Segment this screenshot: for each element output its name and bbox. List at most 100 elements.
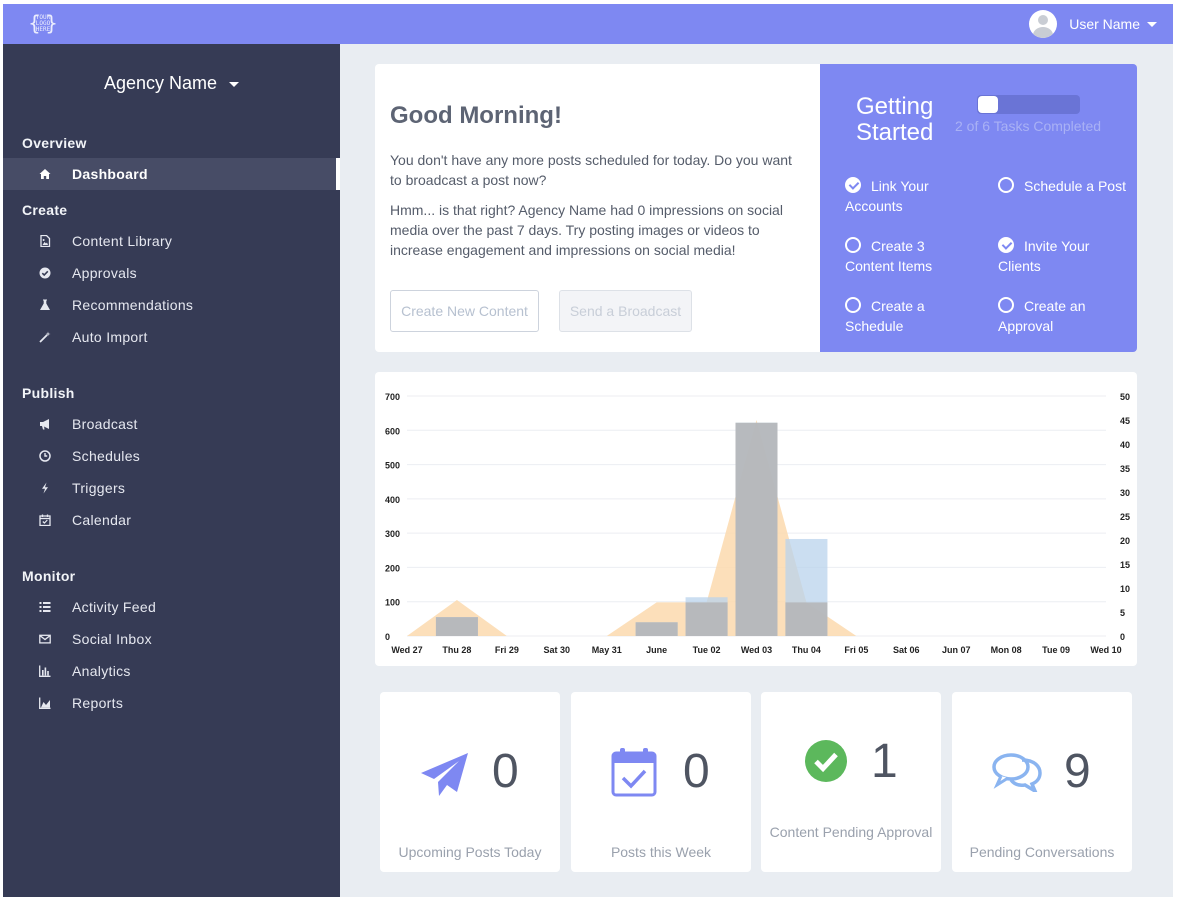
y-left-tick-label: 400 bbox=[385, 495, 400, 505]
x-tick-label: Thu 04 bbox=[792, 645, 821, 655]
stat-card-pending-conversations[interactable]: 9 Pending Conversations bbox=[952, 692, 1132, 872]
x-tick-label: Wed 10 bbox=[1090, 645, 1121, 655]
stat-label: Upcoming Posts Today bbox=[398, 844, 542, 860]
y-left-tick-label: 200 bbox=[385, 563, 400, 573]
x-tick-label: Tue 09 bbox=[1042, 645, 1070, 655]
sidebar-item-label: Schedules bbox=[72, 448, 141, 464]
task-create-content[interactable]: Create 3 Content Items bbox=[845, 236, 975, 276]
y-right-tick-label: 10 bbox=[1120, 584, 1130, 594]
x-tick-label: Mon 08 bbox=[991, 645, 1022, 655]
task-invite-clients[interactable]: Invite Your Clients bbox=[998, 236, 1128, 276]
chart-bar-overlap bbox=[685, 602, 728, 636]
y-right-tick-label: 35 bbox=[1120, 464, 1130, 474]
logo[interactable]: { YOUR LOGO HERE } bbox=[28, 12, 58, 36]
area-chart-icon bbox=[38, 696, 52, 710]
task-schedule-post[interactable]: Schedule a Post bbox=[998, 176, 1128, 196]
task-create-approval[interactable]: Create an Approval bbox=[998, 296, 1128, 336]
sidebar-item-label: Calendar bbox=[72, 512, 132, 528]
sidebar-item-triggers[interactable]: Triggers bbox=[3, 472, 340, 504]
envelope-icon bbox=[38, 632, 52, 646]
y-right-tick-label: 50 bbox=[1120, 392, 1130, 402]
sidebar-item-label: Analytics bbox=[72, 663, 131, 679]
sidebar-item-schedules[interactable]: Schedules bbox=[3, 440, 340, 472]
sidebar-item-label: Broadcast bbox=[72, 416, 138, 432]
sidebar-item-recommendations[interactable]: Recommendations bbox=[3, 289, 340, 321]
task-unchecked-icon bbox=[845, 297, 861, 313]
x-tick-label: May 31 bbox=[592, 645, 622, 655]
section-title-overview: Overview bbox=[22, 135, 87, 151]
sidebar-item-dashboard[interactable]: Dashboard bbox=[3, 158, 340, 190]
image-file-icon bbox=[38, 234, 52, 248]
task-unchecked-icon bbox=[998, 177, 1014, 193]
task-link-accounts[interactable]: Link Your Accounts bbox=[845, 176, 975, 216]
impressions-chart-card: 0 100 200 300 400 500 600 700 0 5 10 15 20 25 30 35 40 45… bbox=[375, 372, 1137, 666]
check-circle-icon bbox=[805, 740, 847, 787]
sidebar-item-activity-feed[interactable]: Activity Feed bbox=[3, 591, 340, 623]
stat-card-content-pending[interactable]: 1 Content Pending Approval bbox=[761, 692, 941, 872]
chart-bar-overlap bbox=[635, 622, 678, 636]
task-label: Schedule a Post bbox=[1024, 178, 1126, 194]
stat-value: 0 bbox=[492, 745, 519, 798]
stat-label: Content Pending Approval bbox=[769, 824, 933, 840]
y-left-tick-label: 600 bbox=[385, 426, 400, 436]
clock-icon bbox=[38, 449, 52, 463]
sidebar-item-approvals[interactable]: Approvals bbox=[3, 257, 340, 289]
x-tick-label: Fri 05 bbox=[844, 645, 868, 655]
sidebar-item-broadcast[interactable]: Broadcast bbox=[3, 408, 340, 440]
x-tick-label: Jun 07 bbox=[942, 645, 971, 655]
comments-icon bbox=[992, 752, 1042, 797]
sidebar-item-reports[interactable]: Reports bbox=[3, 687, 340, 719]
y-left-tick-label: 0 bbox=[385, 632, 390, 642]
task-label: Link Your Accounts bbox=[845, 178, 929, 214]
y-left-tick-label: 100 bbox=[385, 598, 400, 608]
x-tick-label: Sat 30 bbox=[544, 645, 571, 655]
tasks-progress-text: 2 of 6 Tasks Completed bbox=[955, 118, 1102, 134]
task-create-schedule[interactable]: Create a Schedule bbox=[845, 296, 975, 336]
sidebar-item-label: Social Inbox bbox=[72, 631, 152, 647]
task-checked-icon bbox=[845, 177, 861, 193]
app-frame: { YOUR LOGO HERE } User Name Agency Name… bbox=[3, 4, 1173, 897]
schedule-message: You don't have any more posts scheduled … bbox=[390, 152, 792, 188]
y-left-tick-label: 500 bbox=[385, 461, 400, 471]
sidebar-item-social-inbox[interactable]: Social Inbox bbox=[3, 623, 340, 655]
x-tick-label: June bbox=[646, 645, 667, 655]
y-right-tick-label: 0 bbox=[1120, 632, 1125, 642]
user-menu[interactable]: User Name bbox=[1029, 10, 1157, 38]
chart-bar-overlap bbox=[435, 617, 478, 636]
create-new-content-button[interactable]: Create New Content bbox=[390, 290, 539, 332]
getting-started-panel: Getting Started 2 of 6 Tasks Completed L… bbox=[820, 64, 1137, 352]
chart-bar-overlap bbox=[785, 602, 828, 636]
check-circle-icon bbox=[38, 266, 52, 280]
sidebar-item-label: Reports bbox=[72, 695, 124, 711]
sidebar-item-auto-import[interactable]: Auto Import bbox=[3, 321, 340, 353]
sidebar-item-content-library[interactable]: Content Library bbox=[3, 225, 340, 257]
sidebar-item-analytics[interactable]: Analytics bbox=[3, 655, 340, 687]
sidebar-item-label: Activity Feed bbox=[72, 599, 157, 615]
top-bar: { YOUR LOGO HERE } User Name bbox=[3, 4, 1173, 44]
stat-card-posts-week[interactable]: 0 Posts this Week bbox=[571, 692, 751, 872]
x-tick-label: Wed 27 bbox=[391, 645, 422, 655]
stat-card-upcoming-posts[interactable]: 0 Upcoming Posts Today bbox=[380, 692, 560, 872]
stat-value: 1 bbox=[871, 735, 898, 788]
sidebar-item-label: Approvals bbox=[72, 265, 137, 281]
task-checked-icon bbox=[998, 237, 1014, 253]
agency-switcher[interactable]: Agency Name bbox=[3, 73, 340, 94]
impressions-message: Hmm... is that right? Agency Name had 0 … bbox=[390, 202, 783, 258]
send-broadcast-button[interactable]: Send a Broadcast bbox=[559, 290, 692, 332]
logo-brace-right: } bbox=[45, 11, 58, 35]
calendar-check-icon bbox=[611, 747, 657, 802]
task-unchecked-icon bbox=[845, 237, 861, 253]
sidebar-item-label: Dashboard bbox=[72, 166, 148, 182]
home-icon bbox=[38, 167, 52, 181]
logo-text: YOUR LOGO HERE bbox=[35, 14, 51, 33]
stat-label: Posts this Week bbox=[610, 844, 712, 860]
sidebar-item-calendar[interactable]: Calendar bbox=[3, 504, 340, 536]
chevron-down-icon bbox=[229, 81, 240, 87]
x-tick-label: Sat 06 bbox=[893, 645, 920, 655]
progress-toggle[interactable] bbox=[977, 95, 1080, 114]
y-left-tick-label: 700 bbox=[385, 392, 400, 402]
task-label: Create 3 Content Items bbox=[845, 238, 933, 274]
y-right-tick-label: 5 bbox=[1120, 608, 1125, 618]
chevron-down-icon bbox=[1147, 21, 1157, 27]
welcome-card: Good Morning! You don't have any more po… bbox=[375, 64, 820, 352]
